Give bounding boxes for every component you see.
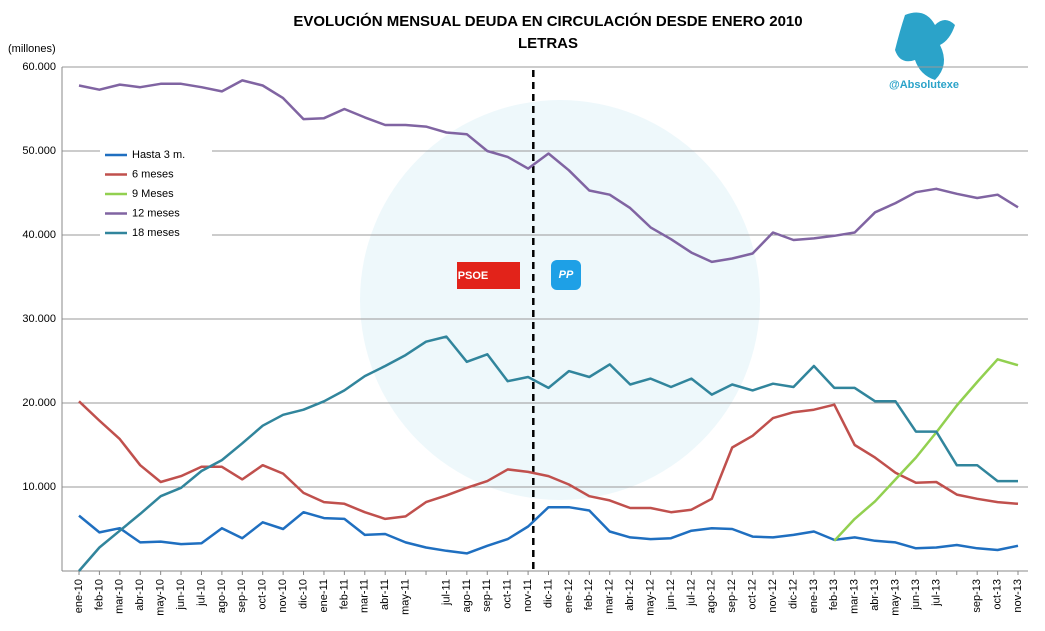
x-tick-label: abr-10: [134, 579, 146, 611]
x-tick-label: sep-12: [726, 579, 738, 613]
x-tick-label: mar-12: [604, 579, 616, 614]
x-tick-label: ene-13: [808, 579, 820, 613]
y-tick-label: 10.000: [22, 481, 56, 493]
x-tick-label: oct-12: [747, 579, 759, 610]
pp-logo: [551, 260, 581, 290]
watermark-text: @Absolutexe: [889, 79, 959, 91]
x-tick-label: oct-13: [991, 579, 1003, 610]
x-tick-label: jul-10: [195, 579, 207, 607]
y-tick-label: 40.000: [22, 229, 56, 241]
chart-title: EVOLUCIÓN MENSUAL DEUDA EN CIRCULACIÓN D…: [293, 12, 802, 30]
psoe-logo: [457, 262, 520, 289]
logo-icon: [895, 12, 955, 81]
legend-label: 6 meses: [132, 168, 174, 180]
series-line: [78, 79, 1019, 264]
x-tick-label: feb-13: [828, 579, 840, 610]
x-tick-label: mar-11: [359, 579, 371, 613]
x-tick-label: jun-10: [175, 579, 187, 611]
x-tick-label: sep-13: [971, 579, 983, 613]
x-tick-label: sep-11: [481, 579, 493, 612]
x-tick-label: may-11: [400, 579, 412, 615]
x-tick-label: ene-12: [563, 579, 575, 613]
y-axis-label: (millones): [8, 43, 56, 55]
series-line: [78, 335, 1018, 572]
x-tick-label: mar-10: [114, 579, 126, 614]
y-tick-label: 20.000: [22, 397, 56, 409]
x-tick-label: jun-12: [665, 579, 677, 611]
x-tick-label: may-12: [644, 579, 656, 616]
x-tick-label: jul-13: [930, 579, 942, 607]
legend-label: 18 meses: [132, 227, 180, 239]
pp-text: PP: [559, 269, 574, 281]
x-tick-label: abr-11: [379, 579, 391, 610]
x-tick-label: feb-12: [583, 579, 595, 610]
x-tick-label: oct-11: [502, 579, 514, 609]
x-tick-label: nov-10: [277, 579, 289, 613]
x-tick-label: ago-12: [706, 579, 718, 613]
x-tick-label: nov-12: [767, 579, 779, 613]
x-tick-label: jul-12: [685, 579, 697, 607]
x-tick-label: nov-13: [1012, 579, 1024, 613]
x-tick-label: dic-12: [787, 579, 799, 609]
y-tick-label: 60.000: [22, 61, 56, 73]
legend-label: 9 Meses: [132, 188, 174, 200]
legend-label: Hasta 3 m.: [132, 149, 185, 161]
series-line: [833, 358, 1019, 542]
x-tick-label: abr-12: [624, 579, 636, 611]
x-tick-label: nov-11: [522, 579, 534, 612]
x-tick-label: ago-11: [461, 579, 473, 612]
x-tick-label: jul-11: [440, 579, 452, 606]
x-tick-label: feb-11: [338, 579, 350, 609]
y-tick-label: 30.000: [22, 313, 56, 325]
legend-label: 12 meses: [132, 207, 180, 219]
x-tick-label: feb-10: [93, 579, 105, 610]
x-tick-label: may-10: [155, 579, 167, 616]
series-line: [78, 400, 1019, 521]
watermark-emblem: [360, 100, 760, 500]
x-tick-label: jun-13: [910, 579, 922, 611]
x-tick-label: dic-10: [297, 579, 309, 609]
series-line: [78, 505, 1019, 555]
x-tick-label: ene-11: [318, 579, 330, 612]
x-tick-label: ago-10: [216, 579, 228, 613]
y-tick-label: 50.000: [22, 145, 56, 157]
chart-subtitle: LETRAS: [518, 35, 578, 52]
x-tick-label: mar-13: [849, 579, 861, 614]
x-tick-label: oct-10: [257, 579, 269, 610]
x-tick-label: sep-10: [236, 579, 248, 613]
x-tick-label: abr-13: [869, 579, 881, 611]
x-tick-label: dic-11: [542, 579, 554, 608]
psoe-text: PSOE: [458, 270, 489, 282]
x-tick-label: may-13: [889, 579, 901, 616]
x-tick-label: ene-10: [73, 579, 85, 613]
